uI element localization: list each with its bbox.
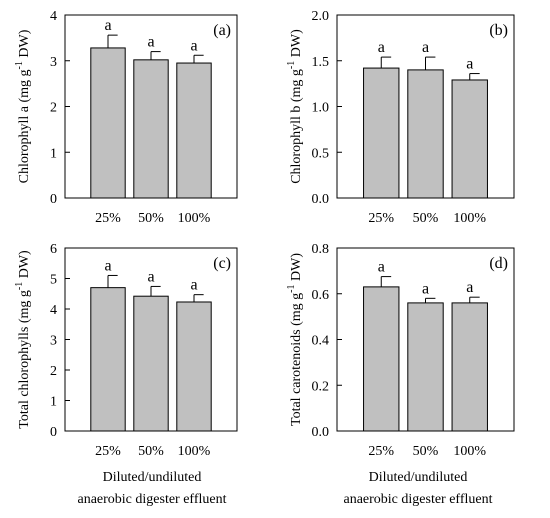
x-axis-title-line2-right: anaerobic digester effluent (343, 492, 492, 507)
y-tick-label: 2.0 (312, 9, 330, 24)
bar (451, 79, 488, 199)
x-axis-title-line1: Diluted/undiluted (103, 470, 202, 485)
panel-label: (c) (213, 255, 231, 272)
significance-letter: a (422, 280, 429, 297)
y-tick-label: 1.0 (312, 101, 330, 116)
x-tick-label: 50% (413, 444, 439, 459)
x-tick-label: 100% (178, 211, 211, 226)
y-tick-label: 6 (50, 242, 57, 257)
y-tick-label: 4 (50, 9, 57, 24)
bar (407, 69, 444, 199)
x-tick-label: 50% (138, 211, 164, 226)
y-tick-label: 1 (50, 146, 57, 161)
y-axis-title: Total carotenoids (mg g-1 DW) (286, 253, 304, 426)
y-tick-label: 3 (50, 334, 57, 349)
chart-panel: 0.0 0.5 1.0 1.5 2.0 a 25% a 50% a 100% (b) Chlorophy… (286, 9, 515, 226)
y-tick-label: 0.4 (312, 334, 330, 349)
significance-letter: a (104, 17, 111, 34)
bar (407, 302, 444, 432)
bar (90, 287, 126, 432)
y-tick-label: 1.5 (312, 55, 330, 70)
significance-letter: a (190, 277, 197, 294)
x-tick-label: 100% (178, 444, 211, 459)
bar (90, 47, 126, 199)
y-axis-title: Chlorophyll b (mg g-1 DW) (286, 29, 304, 184)
x-tick-label: 25% (95, 211, 121, 226)
significance-letter: a (190, 37, 197, 54)
x-tick-label: 25% (368, 444, 394, 459)
x-tick-label: 50% (138, 444, 164, 459)
chart-panels: 0 1 2 3 4 a 25% a 50% a 100% (a) Chlorophyll a (mg g… (14, 9, 515, 459)
significance-letter: a (466, 56, 473, 73)
panel-label: (d) (489, 255, 508, 272)
x-tick-label: 100% (453, 211, 486, 226)
y-tick-label: 3 (50, 55, 57, 70)
y-tick-label: 5 (50, 273, 57, 288)
significance-letter: a (147, 268, 154, 285)
significance-letter: a (104, 257, 111, 274)
y-tick-label: 0.2 (312, 379, 330, 394)
panel-label: (b) (489, 22, 508, 39)
bar (176, 62, 212, 199)
y-tick-label: 0.0 (312, 192, 330, 207)
y-tick-label: 0.5 (312, 146, 330, 161)
y-axis-title: Total chlorophylls (mg g-1 DW) (14, 250, 32, 429)
bar (133, 59, 169, 199)
y-axis-title: Chlorophyll a (mg g-1 DW) (14, 29, 32, 183)
bar (133, 295, 169, 432)
y-tick-label: 0 (50, 192, 57, 207)
chart-panel: 0 1 2 3 4 a 25% a 50% a 100% (a) Chlorophyll a (mg g… (14, 9, 238, 226)
x-tick-label: 50% (413, 211, 439, 226)
bar (363, 286, 400, 432)
y-tick-label: 0.0 (312, 425, 330, 440)
y-tick-label: 4 (50, 303, 57, 318)
bar (363, 67, 400, 199)
bar (451, 302, 488, 432)
chart-panel: 0 1 2 3 4 5 6 a 25% a 50% a 100% (c) Total chlorophyll… (14, 242, 238, 459)
panel-label: (a) (213, 22, 231, 39)
y-tick-label: 0.6 (312, 288, 330, 303)
y-tick-label: 1 (50, 395, 57, 410)
x-axis-title-line2: anaerobic digester effluent (77, 492, 226, 507)
x-axis-title-line1-right: Diluted/undiluted (369, 470, 468, 485)
y-tick-label: 2 (50, 101, 57, 116)
bar (176, 301, 212, 432)
significance-letter: a (422, 39, 429, 56)
y-tick-label: 0 (50, 425, 57, 440)
y-tick-label: 0.8 (312, 242, 330, 257)
significance-letter: a (378, 259, 385, 276)
chart-panel: 0.0 0.2 0.4 0.6 0.8 a 25% a 50% a 100% (d) Total car… (286, 242, 515, 459)
significance-letter: a (378, 39, 385, 56)
significance-letter: a (466, 279, 473, 296)
x-tick-label: 25% (368, 211, 394, 226)
significance-letter: a (147, 34, 154, 51)
x-tick-label: 100% (453, 444, 486, 459)
y-tick-label: 2 (50, 364, 57, 379)
x-tick-label: 25% (95, 444, 121, 459)
